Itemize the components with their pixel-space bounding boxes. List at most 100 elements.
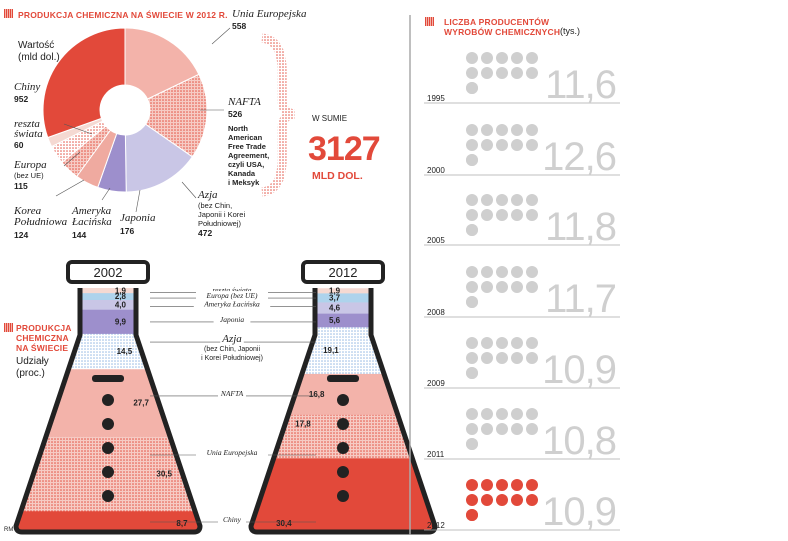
pie-unit-label: Wartość (mld dol.) <box>18 40 60 64</box>
producers-1995-dot-1-4 <box>526 67 538 79</box>
producers-2011-dot-0-0 <box>466 408 478 420</box>
producers-2000-dot-0-3 <box>511 124 523 136</box>
producers-2009-dot-1-0 <box>466 352 478 364</box>
producers-1995-dot-0-1 <box>481 52 493 64</box>
producers-2011-dot-1-0 <box>466 423 478 435</box>
producers-2000-year: 2000 <box>427 166 445 175</box>
producers-2005-year: 2005 <box>427 236 445 245</box>
sum-brace <box>261 33 296 197</box>
producers-2011-dot-0-2 <box>496 408 508 420</box>
producers-2009-dot-0-0 <box>466 337 478 349</box>
flask-2002-value-japonia: 9,9 <box>115 317 127 326</box>
sum-label: W SUMIE <box>312 114 348 123</box>
flask-label-chiny-0: Chiny <box>223 515 242 524</box>
right-title: LICZBA PRODUCENTÓW WYROBÓW CHEMICZNYCH <box>444 17 560 37</box>
producers-2009-value: 10,9 <box>542 348 616 392</box>
pie-slice-azja <box>124 123 194 193</box>
producers-2008-value: 11,7 <box>545 277 616 321</box>
label-korea-2: 124 <box>14 230 28 240</box>
producers-2000-partial <box>466 154 478 166</box>
pie-slice-chiny <box>42 27 126 139</box>
label-nafta-note-1: American <box>228 133 263 142</box>
label-unia-1: 558 <box>232 21 246 31</box>
label-reszta-1: świata <box>14 128 43 140</box>
flask-2012-dash <box>327 375 359 382</box>
flask-title-marker <box>4 323 13 332</box>
label-korea-0: Korea <box>13 205 42 217</box>
producers-2012-dot-1-3 <box>511 494 523 506</box>
producers-2005-dot-1-2 <box>496 209 508 221</box>
producers-2005-dot-1-1 <box>481 209 493 221</box>
flask-connector-bg-nafta <box>218 388 246 398</box>
label-nafta-note-0: North <box>228 124 248 133</box>
flask-label-reszta-świata-0: reszta świata <box>212 285 251 294</box>
flask-2012-outline <box>248 288 438 535</box>
label-azja-1: (bez Chin, <box>198 201 232 210</box>
flask-2012-value-europa: 3,7 <box>329 293 341 302</box>
sum-unit: MLD DOL. <box>312 170 363 182</box>
producers-2012-dot-1-1 <box>481 494 493 506</box>
label-europa-1: (bez UE) <box>14 171 44 180</box>
label-nafta-note-6: i Meksyk <box>228 178 260 187</box>
flask-unit: Udziały (proc.) <box>16 356 49 380</box>
producers-2011-dot-0-1 <box>481 408 493 420</box>
flask-2002-layer-reszta-świata <box>16 288 200 294</box>
producers-2009-dot-0-2 <box>496 337 508 349</box>
flask-2012-layer-azja <box>251 326 435 374</box>
label-nafta-note-4: czyli USA, <box>228 160 264 169</box>
producers-2009-dot-1-2 <box>496 352 508 364</box>
pie-slice-unia-europejska <box>124 27 200 100</box>
producers-2005-value: 11,8 <box>545 205 616 249</box>
producers-2000-value: 12,6 <box>542 135 616 179</box>
flask-2012-dot-1 <box>337 418 349 430</box>
flask-2002-layer-ameryka-łacińska <box>16 299 200 310</box>
producers-1995-partial <box>466 82 478 94</box>
label-nafta-note-2: Free Trade <box>228 142 266 151</box>
producers-2008-dot-0-4 <box>526 266 538 278</box>
flask-2012-layer-ameryka-łacińska <box>251 301 435 314</box>
flask-2002-value-azja: 14,5 <box>117 347 133 356</box>
pie-unit-line1: Wartość <box>18 40 55 51</box>
producers-2011-partial <box>466 438 478 450</box>
producers-2009-dot-0-1 <box>481 337 493 349</box>
producers-2012-dot-0-0 <box>466 479 478 491</box>
producers-2000-dot-1-2 <box>496 139 508 151</box>
flask-2012-value-reszta-świata: 1,9 <box>329 287 341 296</box>
producers-2009-dot-1-3 <box>511 352 523 364</box>
producers-2008-dot-1-2 <box>496 281 508 293</box>
flask-2012-year: 2012 <box>329 265 358 280</box>
flask-2012-value-chiny: 30,4 <box>276 519 292 528</box>
pie-leader-7 <box>211 27 231 45</box>
producers-2012-dot-1-2 <box>496 494 508 506</box>
flask-2002-dash <box>92 375 124 382</box>
label-europa-0: Europa <box>13 159 47 171</box>
producers-2011-year: 2011 <box>427 450 445 459</box>
producers-2012-dot-0-4 <box>526 479 538 491</box>
flask-connector-bg-japonia <box>213 314 251 324</box>
producers-2005-dot-0-3 <box>511 194 523 206</box>
producers-2011-dot-0-3 <box>511 408 523 420</box>
producers-2000-dot-0-4 <box>526 124 538 136</box>
flask-label-nafta-0: NAFTA <box>220 389 244 398</box>
producers-2008-dot-0-1 <box>481 266 493 278</box>
title-marker <box>4 9 13 18</box>
producers-2011-value: 10,8 <box>542 419 616 463</box>
flask-connector-bg-azja <box>220 335 244 345</box>
flask-2012-value-ameryka-łacińska: 4,6 <box>329 304 341 313</box>
flask-2002-dot-2 <box>102 442 114 454</box>
producers-2012-value: 10,9 <box>542 490 616 534</box>
producers-2000-dot-1-4 <box>526 139 538 151</box>
producers-2011-dot-1-3 <box>511 423 523 435</box>
label-ameryka-1: Łacińska <box>71 216 112 228</box>
producers-1995-dot-1-0 <box>466 67 478 79</box>
right-title-marker <box>425 17 434 26</box>
producers-2011-dot-0-4 <box>526 408 538 420</box>
producers-2000-dot-1-0 <box>466 139 478 151</box>
flask-2012-dot-0 <box>337 394 349 406</box>
producers-2005-dot-0-1 <box>481 194 493 206</box>
label-nafta-note-5: Kanada <box>228 169 256 178</box>
flask-connector-bg-reszta-świata <box>200 285 264 295</box>
producers-2008-dot-0-0 <box>466 266 478 278</box>
producers-2000-dot-0-2 <box>496 124 508 136</box>
